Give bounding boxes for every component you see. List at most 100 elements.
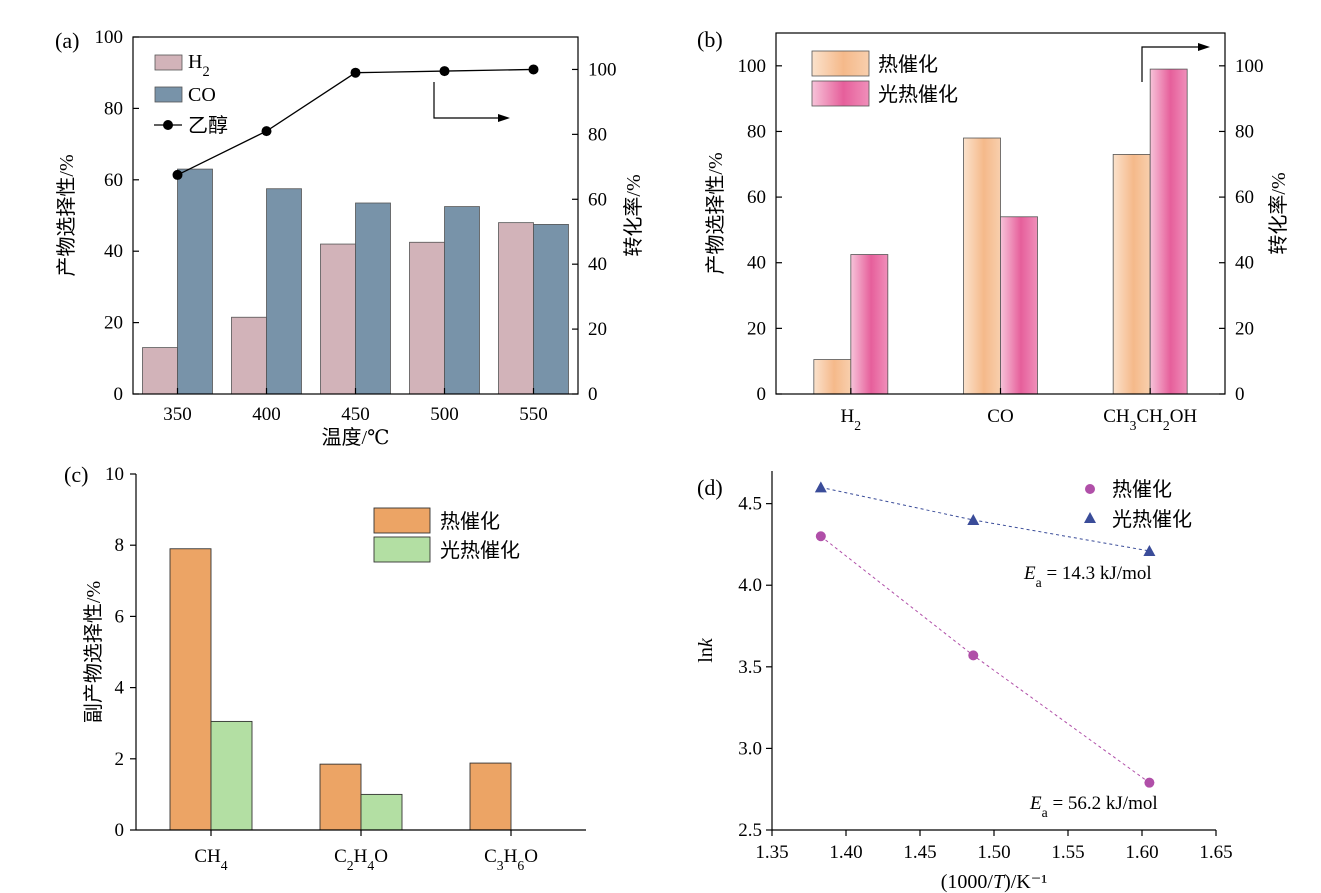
panel-c-ytick-label: 10 [105, 464, 124, 485]
panel-d-xlabel: (1000/T)/K⁻¹ [941, 871, 1048, 893]
panel-c-label: (c) [64, 462, 88, 487]
panel-a-y2tick-label: 20 [588, 319, 607, 340]
panel-d-xtick-label: 1.50 [977, 842, 1010, 863]
point-d-photothermal [1143, 544, 1156, 556]
point-a-ethanol-550 [528, 64, 539, 75]
bar-c-series1-C2H4O [360, 793, 403, 831]
panel-d-xtick-label: 1.40 [829, 842, 862, 863]
legend-d-marker-photothermal [1084, 512, 1096, 523]
panel-d-ytick-label: 4.5 [738, 494, 762, 515]
point-a-ethanol-450 [350, 67, 361, 78]
panel-b-xtick-label: CH3CH2OH [1103, 406, 1197, 433]
bar-a-h2-450 [320, 243, 356, 395]
annotation-d-thermal: Ea = 56.2 kJ/mol [1029, 793, 1158, 820]
bar-a-h2-400 [231, 316, 267, 395]
axis-arrow-b [1141, 46, 1200, 82]
panel-b-ytick-label: 80 [747, 121, 766, 142]
panel-a-y2tick-label: 80 [588, 124, 607, 145]
panel-d-xtick-label: 1.65 [1199, 842, 1232, 863]
legend-c-label-thermal: 热催化 [440, 510, 500, 533]
legend-a-label-ethanol: 乙醇 [188, 114, 228, 137]
legend-c-label-photothermal: 光热催化 [440, 539, 520, 562]
panel-a-ytick-label: 60 [104, 170, 123, 191]
panel-a-ytick-label: 40 [104, 241, 123, 262]
panel-b-y2tick-label: 40 [1235, 253, 1254, 274]
point-d-thermal [1144, 777, 1155, 788]
bar-c-series0-CH4 [169, 548, 212, 831]
panel-a-y2tick-label: 60 [588, 189, 607, 210]
panel-b-ylabel: 产物选择性/% [704, 152, 727, 274]
bar-b-series0-CH3CH2OH [1112, 154, 1151, 395]
fit-line-d-series1 [820, 486, 1150, 552]
panel-b-ytick-label: 60 [747, 187, 766, 208]
panel-c-xtick-label: C2H4O [334, 846, 388, 873]
bar-a-co-500 [444, 206, 480, 395]
panel-b-xtick-label: CO [987, 406, 1013, 427]
panel-a: 350 400 450 500 550 0 20 40 60 80 100 0 20 40 60 80 100 H… [55, 27, 645, 449]
panel-b-ytick-label: 40 [747, 253, 766, 274]
bar-b-series0-H2 [813, 359, 852, 395]
panel-a-xlabel: 温度/℃ [322, 426, 390, 449]
panel-a-ytick-label: 0 [114, 384, 124, 405]
panel-b-ytick-label: 20 [747, 318, 766, 339]
panel-b-y2tick-label: 100 [1235, 56, 1264, 77]
legend-b-swatch-thermal [811, 50, 870, 77]
bar-a-co-450 [355, 202, 391, 395]
panel-b-label: (b) [697, 27, 723, 52]
legend-a-swatch-h2 [154, 54, 183, 71]
panel-a-ytick-label: 80 [104, 98, 123, 119]
panel-d: 1.35 1.40 1.45 1.50 1.55 1.60 1.65 2.5 3.0 3.5 4.0… [695, 471, 1233, 893]
bar-b-series0-CO [963, 137, 1001, 395]
bar-a-co-550 [533, 224, 569, 395]
bar-a-h2-500 [409, 241, 445, 395]
panel-b: H2 CO CH3CH2OH 0 20 40 60 80 100 0 20 40 60 80 100 热催化光… [697, 27, 1290, 433]
panel-b-y2tick-label: 0 [1235, 384, 1245, 405]
panel-d-ytick-label: 3.5 [738, 657, 762, 678]
panel-b-y2tick-label: 20 [1235, 318, 1254, 339]
panel-a-xtick-label: 400 [252, 404, 281, 425]
point-d-photothermal [967, 513, 980, 525]
legend-c-swatch-photothermal [373, 536, 431, 563]
bar-c-series0-C2H4O [319, 763, 362, 831]
panel-c-ytick-label: 4 [115, 678, 125, 699]
panel-a-y2label: 转化率/% [622, 174, 645, 256]
axis-arrowhead-b [1198, 43, 1210, 51]
panel-a-y2tick-label: 100 [588, 59, 617, 80]
panel-b-ytick-label: 0 [757, 384, 767, 405]
axis-arrow-a [433, 82, 500, 119]
point-d-photothermal [814, 481, 827, 493]
annotation-d-photothermal: Ea = 14.3 kJ/mol [1023, 563, 1152, 590]
point-d-thermal [968, 650, 979, 661]
panel-c-ytick-label: 2 [115, 749, 125, 770]
panel-c-ytick-label: 6 [115, 606, 125, 627]
panel-c-ytick-label: 0 [115, 820, 125, 841]
panel-a-xtick-label: 350 [163, 404, 192, 425]
bar-a-h2-550 [498, 222, 534, 395]
axis-arrowhead-a [498, 114, 510, 122]
panel-d-xtick-label: 1.45 [903, 842, 936, 863]
panel-b-y2tick-label: 80 [1235, 121, 1254, 142]
panel-d-xtick-label: 1.55 [1051, 842, 1084, 863]
bar-c-series0-C3H6O [469, 762, 512, 831]
panel-d-label: (d) [697, 475, 723, 500]
point-d-thermal [815, 531, 826, 542]
legend-a-swatch-co [154, 86, 183, 103]
point-a-ethanol-500 [439, 66, 450, 77]
bar-b-series1-CH3CH2OH [1149, 68, 1188, 395]
bar-a-co-400 [266, 188, 302, 395]
bar-a-co-350 [177, 168, 213, 395]
panel-c-xtick-label: C3H6O [484, 846, 538, 873]
panel-d-ytick-label: 2.5 [738, 820, 762, 841]
bar-a-h2-350 [142, 347, 178, 395]
panel-b-ytick-label: 100 [738, 56, 767, 77]
panel-a-xtick-label: 450 [341, 404, 370, 425]
legend-b-swatch-photothermal [811, 80, 870, 107]
panel-b-y2label: 转化率/% [1267, 172, 1290, 254]
legend-d-label-photothermal: 光热催化 [1112, 508, 1192, 531]
panel-a-ytick-label: 100 [95, 27, 124, 48]
panel-a-ytick-label: 20 [104, 313, 123, 334]
point-a-ethanol-400 [261, 126, 272, 137]
panel-c-xtick-label: CH4 [194, 846, 227, 873]
bar-c-series1-CH4 [210, 720, 253, 831]
